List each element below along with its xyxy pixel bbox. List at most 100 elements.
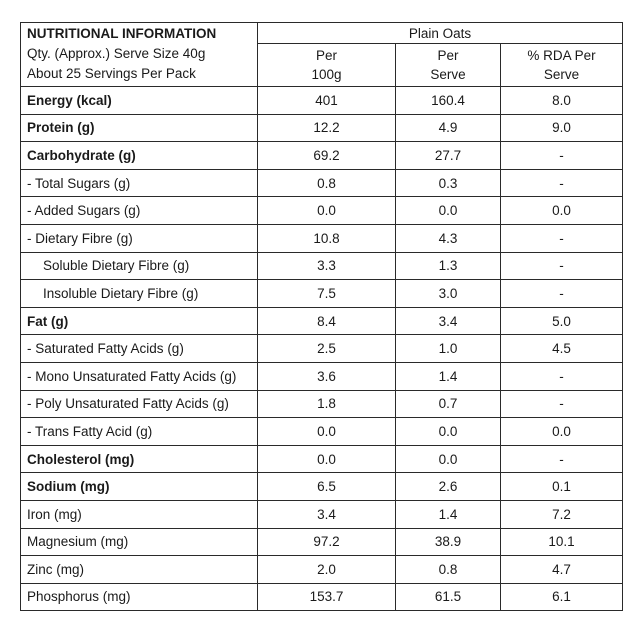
nutrition-table: NUTRITIONAL INFORMATION Qty. (Approx.) S… xyxy=(20,22,623,612)
table-row: - Dietary Fibre (g) 10.8 4.3- xyxy=(20,223,623,253)
nutrient-value: 0.0 xyxy=(395,444,501,474)
column-header-line: Serve xyxy=(543,67,580,82)
nutrient-value: 0.0 xyxy=(395,417,501,446)
nutrient-value: - xyxy=(500,168,623,198)
table-row: Zinc (mg) 2.0 0.8 4.7 xyxy=(20,555,623,584)
nutrient-value: 2.5 xyxy=(257,334,396,363)
nutrient-value: - xyxy=(500,389,623,419)
nutrient-value: 1.3 xyxy=(395,251,501,281)
nutrient-value: 1.0 xyxy=(395,334,501,363)
nutrient-value: 1.8 xyxy=(257,389,396,419)
table-row: Insoluble Dietary Fibre (g) 7.5 3.0- xyxy=(20,279,623,308)
table-row: Fat (g) 8.4 3.4 5.0 xyxy=(20,306,623,336)
nutrient-label: Insoluble Dietary Fibre (g) xyxy=(20,279,258,308)
nutrient-value: 3.6 xyxy=(257,361,396,391)
nutrient-value: - xyxy=(500,361,623,391)
nutrient-value: 1.4 xyxy=(395,361,501,391)
nutrient-label: Energy (kcal) xyxy=(20,86,258,115)
table-row: Protein (g) 12.2 4.9 9.0 xyxy=(20,113,623,143)
nutrient-value: 0.8 xyxy=(257,168,396,198)
nutrient-value: 9.0 xyxy=(500,113,623,143)
table-row: Sodium (mg) 6.5 2.6 0.1 xyxy=(20,472,623,501)
nutrient-value: 6.1 xyxy=(500,582,623,612)
column-header: % RDA Per Serve xyxy=(500,43,623,87)
header-info: NUTRITIONAL INFORMATION Qty. (Approx.) S… xyxy=(20,22,258,87)
nutrient-label: - Dietary Fibre (g) xyxy=(20,223,258,253)
nutrient-value: 3.3 xyxy=(257,251,396,281)
nutrient-value: 27.7 xyxy=(395,141,501,170)
column-header-line: 100g xyxy=(311,67,342,82)
nutrient-value: 7.2 xyxy=(500,499,623,529)
nutrient-value: 3.4 xyxy=(395,306,501,336)
table-row: - Added Sugars (g) 0.0 0.0 0.0 xyxy=(20,196,623,225)
table-row: Soluble Dietary Fibre (g) 3.3 1.3- xyxy=(20,251,623,281)
nutrient-value: 7.5 xyxy=(257,279,396,308)
table-row: Magnesium (mg) 97.2 38.9 10.1 xyxy=(20,527,623,557)
nutrient-label: - Total Sugars (g) xyxy=(20,168,258,198)
table-row: Phosphorus (mg) 153.7 61.5 6.1 xyxy=(20,582,623,612)
nutrient-value: 8.4 xyxy=(257,306,396,336)
nutrient-label: Soluble Dietary Fibre (g) xyxy=(20,251,258,281)
nutrient-value: - xyxy=(500,223,623,253)
nutrient-value: 0.0 xyxy=(395,196,501,225)
nutrient-label: - Mono Unsaturated Fatty Acids (g) xyxy=(20,361,258,391)
nutrient-value: 2.6 xyxy=(395,472,501,501)
nutrient-label: Iron (mg) xyxy=(20,499,258,529)
nutrient-label: - Added Sugars (g) xyxy=(20,196,258,225)
header-title: NUTRITIONAL INFORMATION xyxy=(27,26,217,41)
nutrient-value: - xyxy=(500,279,623,308)
nutrient-label: Sodium (mg) xyxy=(20,472,258,501)
column-header-line: Per xyxy=(315,48,337,63)
table-row: - Saturated Fatty Acids (g) 2.5 1.0 4.5 xyxy=(20,334,623,363)
nutrient-value: 3.4 xyxy=(257,499,396,529)
nutrient-label: Magnesium (mg) xyxy=(20,527,258,557)
nutrient-value: - xyxy=(500,251,623,281)
nutrient-label: Phosphorus (mg) xyxy=(20,582,258,612)
table-row: - Poly Unsaturated Fatty Acids (g) 1.8 0.7… xyxy=(20,389,623,419)
nutrient-value: 10.1 xyxy=(500,527,623,557)
nutrient-value: 4.9 xyxy=(395,113,501,143)
table-row: - Total Sugars (g) 0.8 0.3- xyxy=(20,168,623,198)
nutrient-value: 0.0 xyxy=(257,196,396,225)
table-row: Cholesterol (mg) 0.0 0.0- xyxy=(20,444,623,474)
nutrient-value: 8.0 xyxy=(500,86,623,115)
nutrient-value: 4.7 xyxy=(500,555,623,584)
nutrient-label: Cholesterol (mg) xyxy=(20,444,258,474)
nutrient-label: Zinc (mg) xyxy=(20,555,258,584)
table-body: NUTRITIONAL INFORMATION Qty. (Approx.) S… xyxy=(20,22,623,612)
nutrient-value: 5.0 xyxy=(500,306,623,336)
nutrient-value: 3.0 xyxy=(395,279,501,308)
table-row: - Mono Unsaturated Fatty Acids (g) 3.6 1.4… xyxy=(20,361,623,391)
column-header-line: Per xyxy=(437,48,459,63)
table-row: Energy (kcal) 401 160.4 8.0 xyxy=(20,86,623,115)
header-row: NUTRITIONAL INFORMATION Qty. (Approx.) S… xyxy=(20,22,623,87)
nutrient-value: 0.7 xyxy=(395,389,501,419)
nutrient-value: 61.5 xyxy=(395,582,501,612)
product-name: Plain Oats xyxy=(257,22,623,44)
nutrient-value: 0.0 xyxy=(257,417,396,446)
nutrient-value: 10.8 xyxy=(257,223,396,253)
nutrient-value: 0.3 xyxy=(395,168,501,198)
serve-size: Qty. (Approx.) Serve Size 40g xyxy=(27,46,206,61)
nutrient-value: 0.0 xyxy=(257,444,396,474)
nutrient-value: 0.0 xyxy=(500,196,623,225)
nutrient-value: 0.0 xyxy=(500,417,623,446)
column-header: Per 100g xyxy=(257,43,396,87)
nutrient-value: - xyxy=(500,444,623,474)
servings: About 25 Servings Per Pack xyxy=(27,66,196,81)
nutrient-label: Protein (g) xyxy=(20,113,258,143)
nutrient-value: 38.9 xyxy=(395,527,501,557)
table-row: - Trans Fatty Acid (g) 0.0 0.0 0.0 xyxy=(20,417,623,446)
nutrient-label: Carbohydrate (g) xyxy=(20,141,258,170)
nutrient-value: 160.4 xyxy=(395,86,501,115)
nutrient-value: 153.7 xyxy=(257,582,396,612)
column-header: Per Serve xyxy=(395,43,501,87)
nutrient-value: 2.0 xyxy=(257,555,396,584)
nutrient-value: 6.5 xyxy=(257,472,396,501)
nutrient-value: 1.4 xyxy=(395,499,501,529)
nutrient-label: - Poly Unsaturated Fatty Acids (g) xyxy=(20,389,258,419)
column-header-line: Serve xyxy=(430,67,466,82)
nutrient-value: 4.5 xyxy=(500,334,623,363)
table-row: Carbohydrate (g) 69.2 27.7- xyxy=(20,141,623,170)
